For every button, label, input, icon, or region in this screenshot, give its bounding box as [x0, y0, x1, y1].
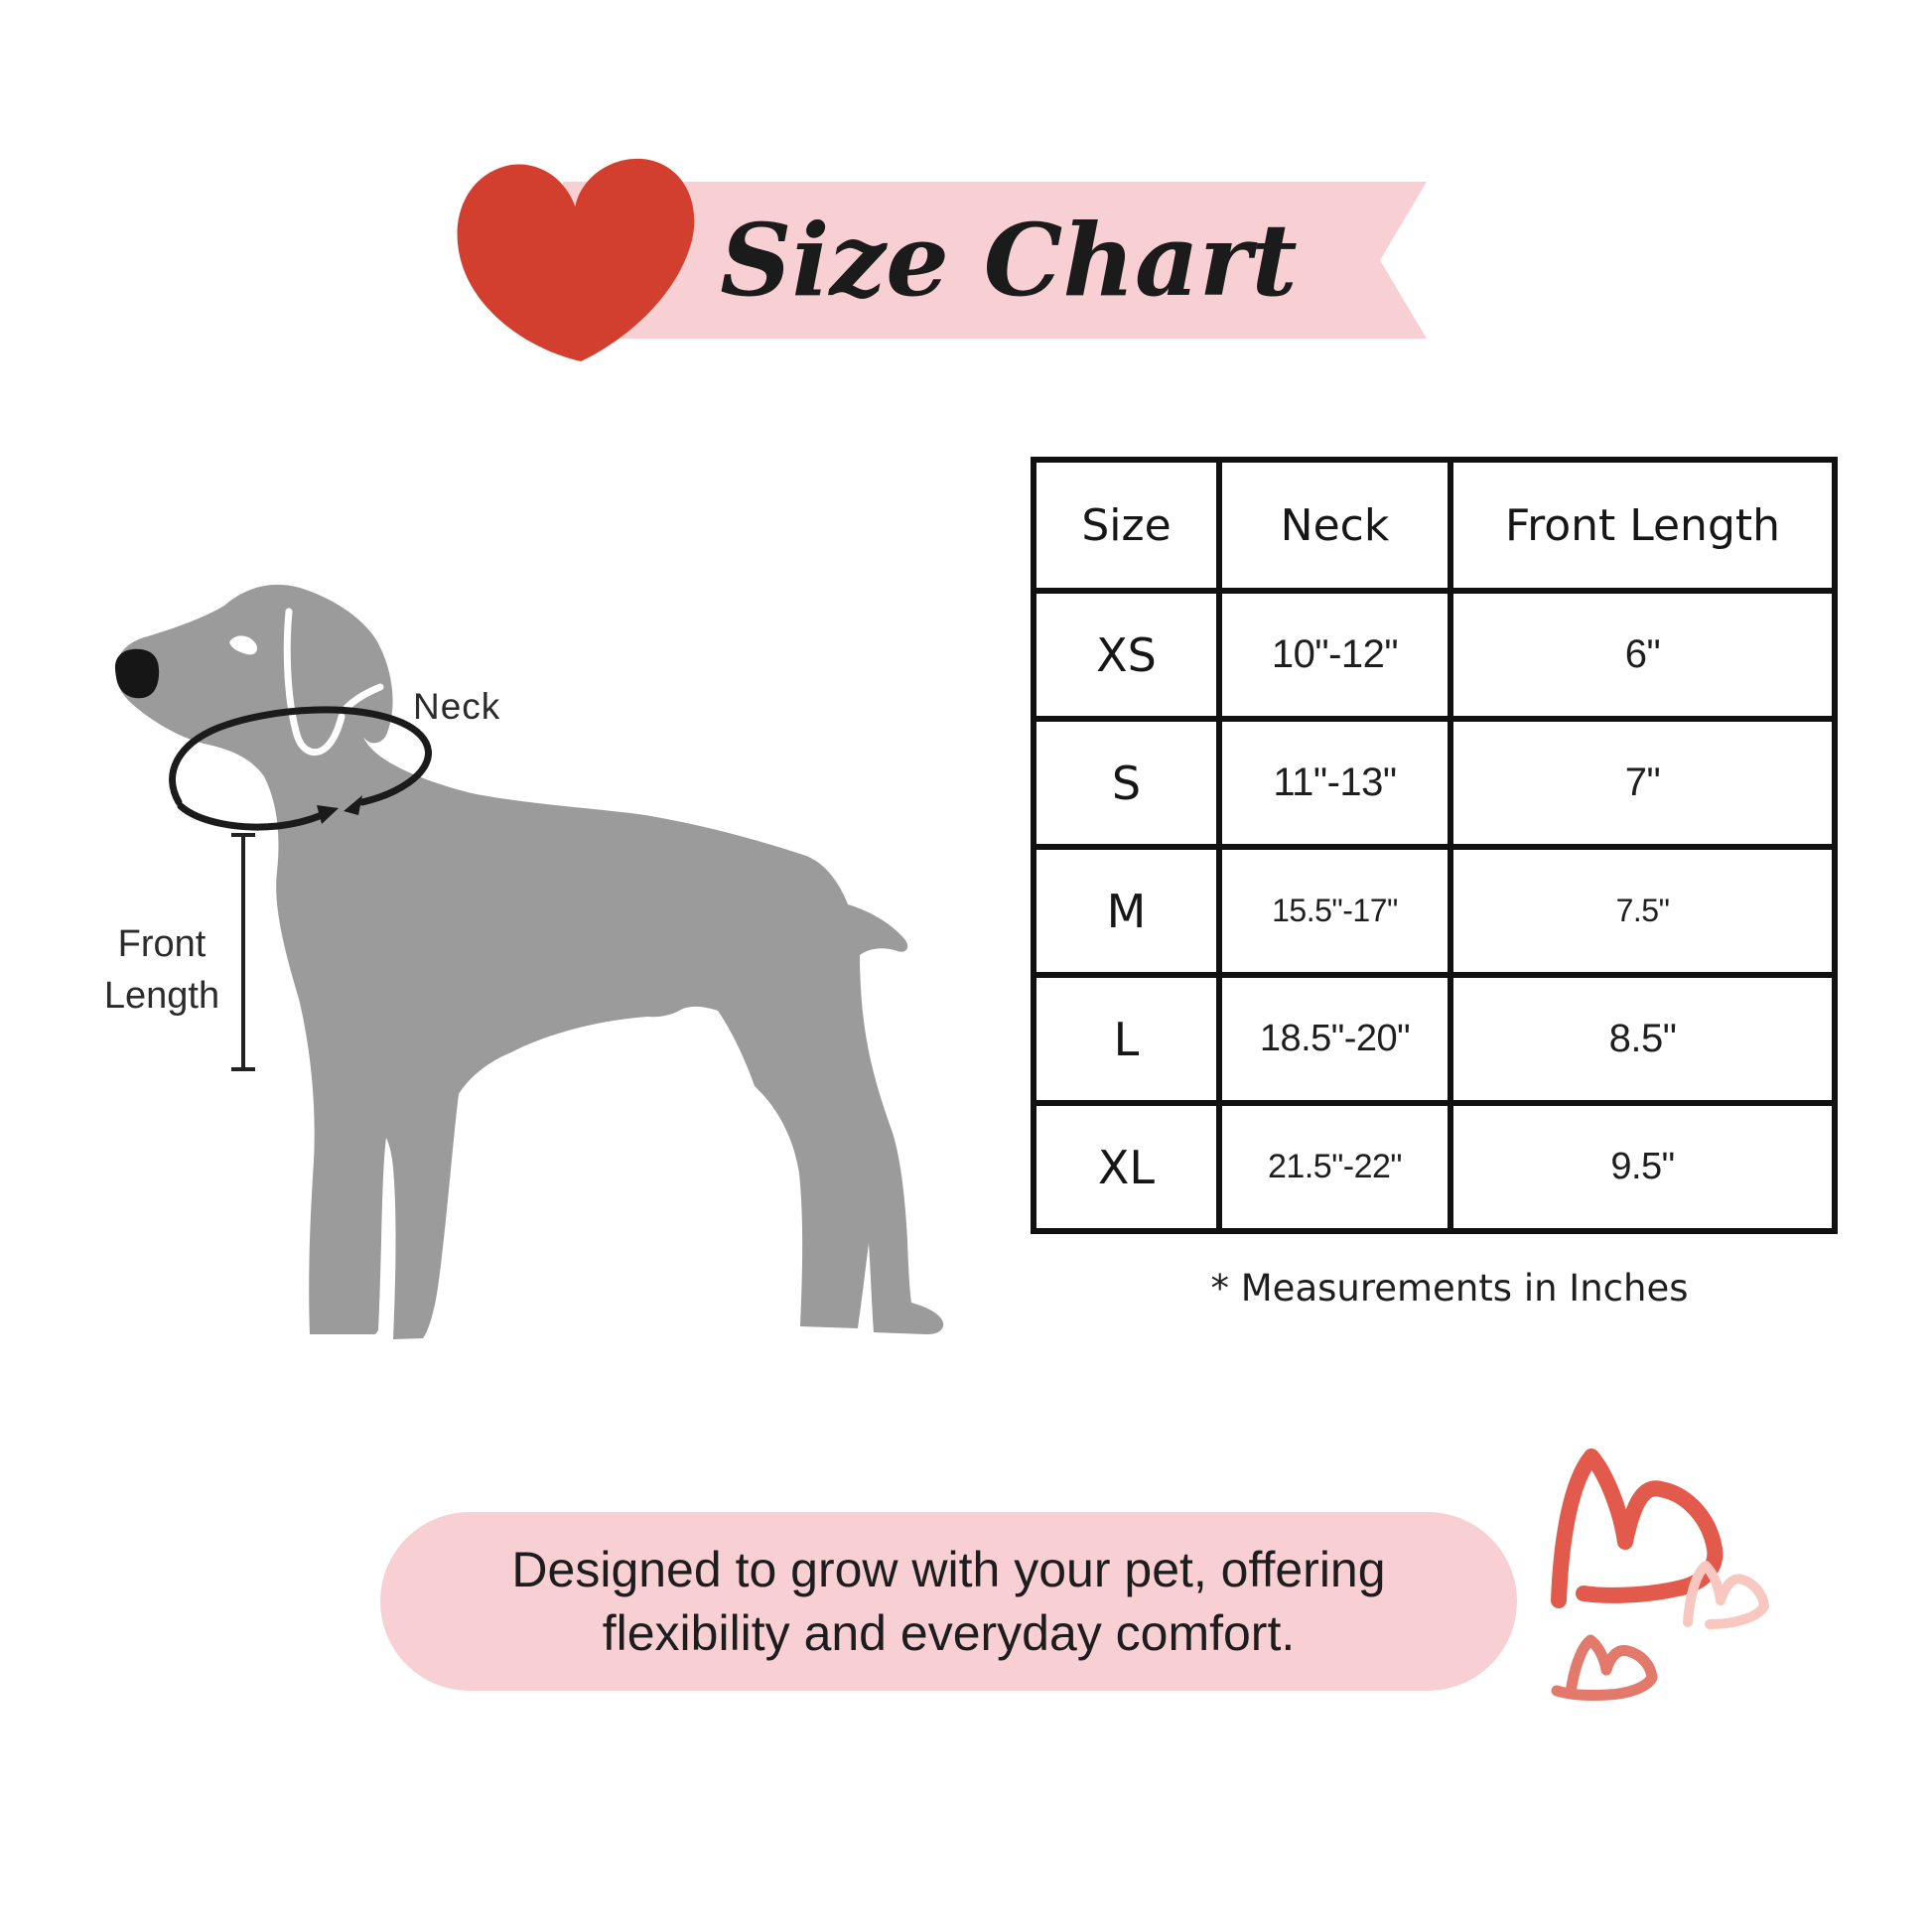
col-header-size: Size [1031, 457, 1222, 594]
front-length-value: 6" [1448, 588, 1838, 722]
neck-measure-arrow [169, 706, 432, 831]
neck-value: 11"-13" [1216, 716, 1453, 850]
front-length-value: 7" [1448, 716, 1838, 850]
brush-heart-mid-icon [1551, 1634, 1658, 1701]
measurements-footnote: * Measurements in Inches [1210, 1267, 1689, 1310]
neck-value: 21.5"-22" [1216, 1100, 1453, 1234]
page-title: Size Chart [720, 202, 1298, 319]
description-box: Designed to grow with your pet, offering… [380, 1512, 1517, 1691]
table-header-row: Size Neck Front Length [1031, 457, 1838, 594]
size-value: XS [1031, 588, 1222, 722]
table-row: XS 10"-12" 6" [1031, 588, 1838, 722]
neck-annotation-label: Neck [413, 686, 501, 727]
front-length-value: 7.5" [1448, 844, 1838, 978]
brush-hearts-decoration [1551, 1449, 1769, 1701]
table-row: S 11"-13" 7" [1031, 716, 1838, 850]
col-header-front-length: Front Length [1448, 457, 1838, 594]
description-line1: Designed to grow with your pet, offering [511, 1542, 1386, 1597]
front-length-value: 8.5" [1448, 972, 1838, 1106]
dog-body-silhouette [115, 584, 944, 1339]
description-line2: flexibility and everyday comfort. [602, 1605, 1296, 1661]
table-row: XL 21.5"-22" 9.5" [1031, 1100, 1838, 1234]
dog-nose [114, 648, 160, 699]
table-row: L 18.5"-20" 8.5" [1031, 972, 1838, 1106]
col-header-neck: Neck [1216, 457, 1453, 594]
measure-line-top-cap [231, 833, 255, 837]
measure-line-bottom-cap [231, 1067, 255, 1071]
neck-value: 15.5"-17" [1216, 844, 1453, 978]
front-length-value: 9.5" [1448, 1100, 1838, 1234]
neck-value: 18.5"-20" [1216, 972, 1453, 1106]
neck-value: 10"-12" [1216, 588, 1453, 722]
front-length-annotation-label: Front Length [77, 918, 246, 1022]
dog-cheek-line [343, 683, 384, 712]
front-length-label-line2: Length [103, 975, 220, 1017]
dog-ear-line [283, 608, 345, 757]
dog-eye [229, 635, 257, 655]
title-ribbon: Size Chart [563, 182, 1427, 339]
size-chart-table: Size Neck Front Length XS 10"-12" 6" S 1… [1031, 457, 1838, 1234]
heart-icon [457, 158, 695, 362]
arrowhead-icon [317, 805, 339, 824]
size-value: L [1031, 972, 1222, 1106]
front-length-label-line1: Front [117, 923, 207, 965]
table-row: M 15.5"-17" 7.5" [1031, 844, 1838, 978]
brush-heart-light-icon [1683, 1561, 1769, 1629]
brush-heart-large-icon [1551, 1449, 1724, 1608]
dog-silhouette-diagram [114, 584, 944, 1339]
size-value: S [1031, 716, 1222, 850]
size-value: XL [1031, 1100, 1222, 1234]
size-value: M [1031, 844, 1222, 978]
front-length-measure-line [241, 835, 245, 1069]
arrowhead-icon [344, 795, 362, 815]
